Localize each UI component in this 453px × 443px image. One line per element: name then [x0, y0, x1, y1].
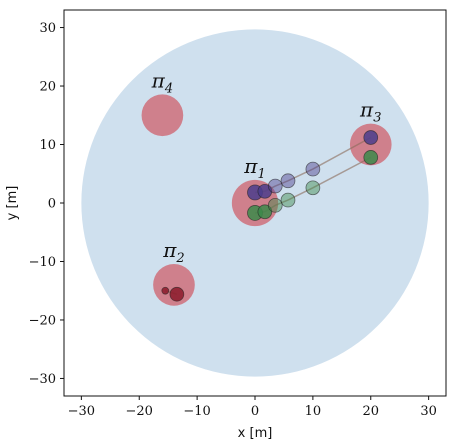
points-layer [161, 130, 379, 302]
region-label-2: π2 [162, 238, 184, 266]
y-axis-label: y [m] [5, 186, 20, 221]
y-tick-label: −10 [29, 255, 56, 270]
y-tick-label: 10 [39, 138, 56, 153]
series-3-point-1 [161, 286, 170, 295]
series-2-point-4 [280, 192, 296, 208]
series-2-point-3 [267, 197, 283, 213]
series-1-segment [287, 168, 314, 182]
x-tick-label: −20 [126, 404, 153, 419]
x-tick-label: 20 [362, 404, 379, 419]
x-tick-label: −30 [68, 404, 95, 419]
series-3-point-2 [169, 286, 185, 302]
x-tick-label: 10 [305, 404, 322, 419]
y-tick-label: 0 [48, 197, 56, 212]
series-2-segment [287, 187, 314, 201]
region-label-1: π1 [243, 154, 265, 182]
region-circle-2 [153, 264, 195, 306]
series-2-point-5 [305, 180, 321, 196]
region-label-3: π3 [359, 98, 381, 126]
series-2-point-6 [363, 150, 379, 165]
region-circle-4 [141, 94, 184, 137]
y-tick-label: −30 [29, 372, 56, 387]
y-tick-label: −20 [29, 313, 56, 328]
series-1-point-6 [363, 130, 379, 145]
x-tick-label: −10 [183, 404, 210, 419]
series-1-point-4 [280, 173, 296, 189]
x-axis-label: x [m] [238, 426, 273, 441]
region-label-4: π4 [151, 68, 173, 96]
series-1-point-3 [267, 178, 283, 194]
axes-layer: −30 −20 −10 0 10 20 30 30 20 10 0 −10 −20 −30 [29, 9, 447, 419]
series-1-segment [312, 136, 372, 170]
region-labels-layer: π1 π2 π3 π4 [151, 68, 382, 266]
y-tick-label: 30 [39, 21, 56, 36]
x-tick-label: 0 [251, 404, 259, 419]
series-1-point-5 [305, 161, 321, 177]
x-tick-label: 30 [420, 404, 437, 419]
series-2-segment [312, 156, 372, 189]
y-tick-label: 20 [39, 80, 56, 95]
